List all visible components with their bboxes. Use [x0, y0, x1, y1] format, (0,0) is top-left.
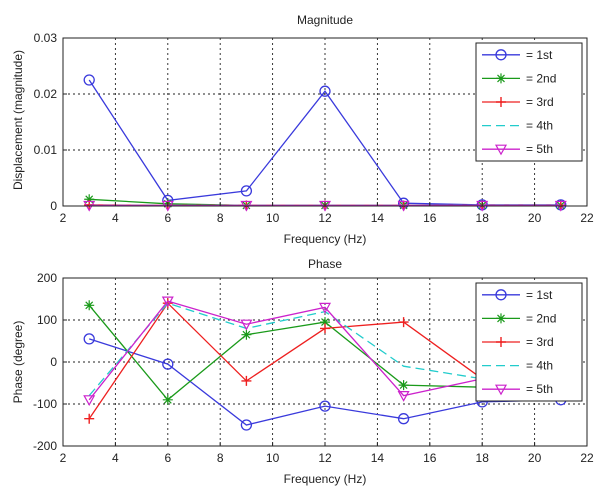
magnitude-x-tick-label: 20: [528, 211, 542, 225]
phase-series-1-point: [319, 400, 331, 412]
magnitude-x-tick-label: 16: [423, 211, 437, 225]
phase-series-5-point: [161, 296, 174, 308]
phase-x-tick-label: 22: [580, 451, 594, 465]
magnitude-legend-marker: [495, 49, 507, 61]
phase-series-2-point: [398, 380, 409, 391]
magnitude-x-tick-label: 6: [164, 211, 171, 225]
phase-series-5-point: [318, 302, 332, 314]
magnitude-series-1-point: [240, 185, 253, 197]
magnitude-chart-title: Magnitude: [297, 13, 353, 27]
phase-legend-entry-5: = 5th: [482, 382, 553, 396]
magnitude-y-ticks: 0 0.01 0.02 0.03: [34, 31, 67, 213]
phase-x-tick-label: 8: [217, 451, 224, 465]
phase-x-tick-label: 6: [164, 451, 171, 465]
magnitude-legend-entry-1: = 1st: [482, 48, 553, 62]
phase-series-2-point: [320, 317, 330, 328]
phase-series-5-point: [397, 391, 410, 402]
phase-y-tick-label: -100: [33, 397, 57, 411]
magnitude-series-1-point: [83, 74, 95, 86]
phase-x-axis-label: Frequency (Hz): [284, 472, 367, 486]
magnitude-x-tick-label: 12: [318, 211, 332, 225]
magnitude-legend-marker: [496, 73, 506, 84]
magnitude-x-ticks: 2 4 6 8 10 12 14 16 18 20 22: [60, 202, 594, 225]
phase-y-tick-label: 0: [50, 355, 57, 369]
magnitude-y-tick-label: 0.01: [34, 143, 58, 157]
magnitude-legend: = 1st = 2nd = 3rd = 4th = 5th: [475, 42, 583, 162]
magnitude-legend-label: = 3rd: [526, 95, 554, 109]
magnitude-y-tick-label: 0.03: [34, 31, 58, 45]
magnitude-y-tick-label: 0.02: [34, 87, 58, 101]
magnitude-x-tick-label: 10: [266, 211, 280, 225]
phase-series-1-point: [83, 333, 95, 345]
phase-legend-label: = 5th: [526, 382, 553, 396]
phase-x-tick-label: 4: [112, 451, 119, 465]
phase-x-tick-label: 18: [476, 451, 490, 465]
phase-series-1-line: [89, 338, 561, 426]
phase-subplot: Phase Frequency (Hz) Phase (degree) 2 4 6 8…: [11, 257, 594, 486]
phase-series-3-point: [320, 323, 330, 334]
magnitude-series-2-point: [84, 194, 95, 205]
magnitude-series-1-point: [319, 85, 331, 97]
magnitude-legend-label: = 4th: [526, 119, 553, 133]
phase-series-1-point: [162, 358, 174, 370]
phase-legend-marker: [496, 337, 506, 347]
magnitude-legend-marker: [494, 144, 508, 156]
phase-y-ticks: -200 -100 0 100 200: [33, 271, 67, 453]
phase-legend-entry-2: = 2nd: [482, 311, 556, 325]
phase-legend-label: = 3rd: [526, 335, 554, 349]
magnitude-y-axis-label: Displacement (magnitude): [11, 50, 25, 190]
phase-legend-entry-4: = 4th: [482, 359, 553, 373]
phase-legend-label: = 4th: [526, 359, 553, 373]
phase-series-5-point: [240, 319, 253, 331]
phase-legend-entry-1: = 1st: [482, 288, 553, 302]
phase-legend-label: = 2nd: [526, 311, 556, 325]
phase-chart-title: Phase: [308, 257, 342, 271]
magnitude-legend-entry-2: = 2nd: [482, 71, 556, 85]
magnitude-x-tick-label: 4: [112, 211, 119, 225]
magnitude-x-tick-label: 18: [476, 211, 490, 225]
magnitude-legend-entry-5: = 5th: [482, 142, 553, 156]
magnitude-legend-label: = 2nd: [526, 71, 556, 85]
phase-legend-entry-3: = 3rd: [482, 335, 554, 349]
magnitude-subplot: Magnitude Frequency (Hz) Displacement (m…: [11, 13, 594, 246]
phase-y-tick-label: 200: [37, 271, 57, 285]
magnitude-x-tick-label: 8: [217, 211, 224, 225]
phase-series-3-point: [398, 317, 409, 328]
phase-series-1-point: [397, 413, 410, 425]
phase-x-tick-label: 16: [423, 451, 437, 465]
phase-series-3-point: [241, 375, 252, 386]
phase-x-tick-label: 12: [318, 451, 332, 465]
phase-y-tick-label: -200: [33, 439, 57, 453]
magnitude-legend-label: = 1st: [526, 48, 553, 62]
phase-series-2-point: [162, 394, 173, 405]
phase-x-tick-label: 10: [266, 451, 280, 465]
magnitude-legend-marker: [496, 97, 506, 107]
phase-x-tick-label: 14: [371, 451, 385, 465]
phase-series-2-point: [84, 300, 95, 311]
magnitude-legend-entry-3: = 3rd: [482, 95, 554, 109]
phase-y-tick-label: 100: [37, 313, 57, 327]
magnitude-legend-label: = 5th: [526, 142, 553, 156]
magnitude-x-tick-label: 2: [60, 211, 67, 225]
magnitude-x-tick-label: 22: [580, 211, 594, 225]
phase-legend-marker: [496, 313, 506, 324]
phase-legend-marker: [494, 384, 508, 396]
phase-x-tick-label: 20: [528, 451, 542, 465]
phase-y-axis-label: Phase (degree): [11, 321, 25, 404]
phase-legend-label: = 1st: [526, 288, 553, 302]
magnitude-x-tick-label: 14: [371, 211, 385, 225]
phase-legend-marker: [495, 289, 507, 301]
phase-x-tick-label: 2: [60, 451, 67, 465]
phase-series-1-point: [240, 419, 253, 431]
phase-x-ticks: 2 4 6 8 10 12 14 16 18 20 22: [60, 442, 594, 465]
phase-series-1: [83, 333, 567, 431]
phase-series-2-point: [241, 329, 252, 340]
phase-series-5-point: [83, 395, 96, 407]
phase-legend: = 1st = 2nd = 3rd = 4th = 5th: [475, 282, 583, 402]
magnitude-x-axis-label: Frequency (Hz): [284, 232, 367, 246]
phase-series-3-point: [84, 413, 95, 424]
magnitude-legend-entry-4: = 4th: [482, 119, 553, 133]
magnitude-y-tick-label: 0: [50, 199, 57, 213]
